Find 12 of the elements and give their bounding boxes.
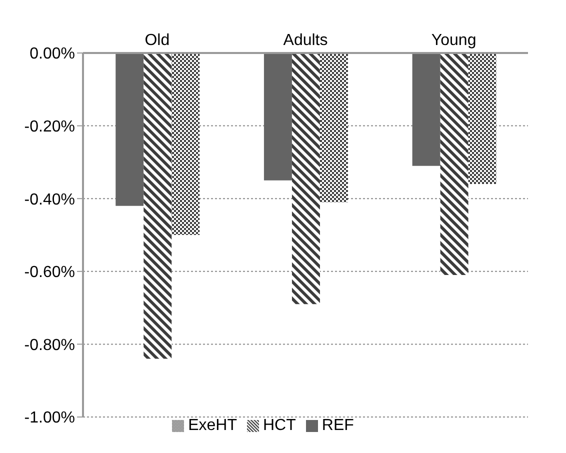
x-tick-label: Old (144, 32, 170, 49)
legend-label: HCT (263, 417, 296, 434)
y-tick-label: -0.40% (24, 191, 75, 208)
y-tick-label: 0.00% (30, 46, 75, 63)
x-tick-label: Adults (283, 32, 328, 49)
x-tick-label: Young (431, 32, 476, 49)
y-tick-label: -1.00% (24, 410, 75, 427)
legend-label: ExeHT (188, 417, 237, 434)
y-tick-label: -0.60% (24, 264, 75, 282)
y-tick-label: -0.20% (24, 118, 75, 136)
y-tick-label: -0.80% (24, 336, 75, 354)
legend-label: REF (322, 417, 354, 434)
